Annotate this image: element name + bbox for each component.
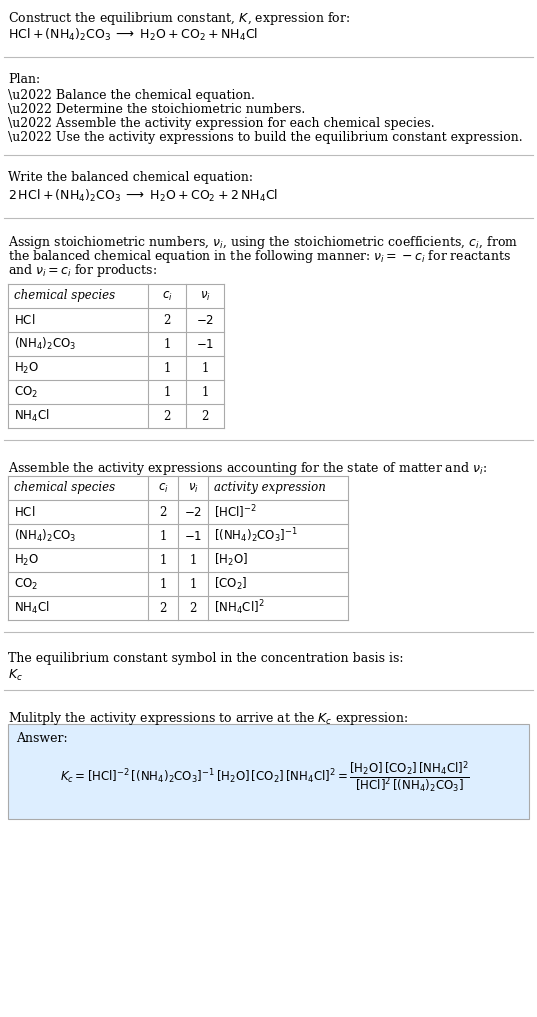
Text: Assemble the activity expressions accounting for the state of matter and $\nu_i$: Assemble the activity expressions accoun… xyxy=(8,460,487,477)
Text: 2: 2 xyxy=(190,601,197,614)
Text: $\mathrm{CO_2}$: $\mathrm{CO_2}$ xyxy=(14,577,38,592)
Text: 1: 1 xyxy=(190,578,197,591)
Text: $\mathrm{NH_4Cl}$: $\mathrm{NH_4Cl}$ xyxy=(14,408,50,424)
Text: $\mathrm{CO_2}$: $\mathrm{CO_2}$ xyxy=(14,384,38,400)
Text: 2: 2 xyxy=(159,601,166,614)
Text: $\mathrm{H_2O}$: $\mathrm{H_2O}$ xyxy=(14,552,39,567)
Text: Answer:: Answer: xyxy=(16,732,68,745)
Text: and $\nu_i = c_i$ for products:: and $\nu_i = c_i$ for products: xyxy=(8,262,157,279)
Text: $c_i$: $c_i$ xyxy=(158,481,169,494)
Text: $\mathrm{NH_4Cl}$: $\mathrm{NH_4Cl}$ xyxy=(14,600,50,616)
Text: $[\mathrm{NH_4Cl}]^2$: $[\mathrm{NH_4Cl}]^2$ xyxy=(214,599,265,617)
Text: $[(\mathrm{NH_4})_2\mathrm{CO_3}]^{-1}$: $[(\mathrm{NH_4})_2\mathrm{CO_3}]^{-1}$ xyxy=(214,527,298,545)
Text: $c_i$: $c_i$ xyxy=(162,290,172,302)
Text: $-1$: $-1$ xyxy=(196,338,214,351)
Text: $\mathrm{(NH_4)_2CO_3}$: $\mathrm{(NH_4)_2CO_3}$ xyxy=(14,336,76,352)
Text: $\nu_i$: $\nu_i$ xyxy=(187,481,198,494)
Text: $-2$: $-2$ xyxy=(184,505,202,519)
Text: $\mathrm{HCl}$: $\mathrm{HCl}$ xyxy=(14,313,35,327)
Text: $K_c = [\mathrm{HCl}]^{-2}\,[(\mathrm{NH_4})_2\mathrm{CO_3}]^{-1}\,[\mathrm{H_2O: $K_c = [\mathrm{HCl}]^{-2}\,[(\mathrm{NH… xyxy=(60,760,470,795)
Text: 1: 1 xyxy=(159,530,166,542)
Text: 1: 1 xyxy=(163,338,171,351)
Text: 1: 1 xyxy=(163,385,171,399)
Text: chemical species: chemical species xyxy=(14,481,115,494)
Text: $2\,\mathrm{HCl} + \mathrm{(NH_4)_2CO_3} \;\longrightarrow\; \mathrm{H_2O} + \ma: $2\,\mathrm{HCl} + \mathrm{(NH_4)_2CO_3}… xyxy=(8,188,278,204)
Text: Assign stoichiometric numbers, $\nu_i$, using the stoichiometric coefficients, $: Assign stoichiometric numbers, $\nu_i$, … xyxy=(8,234,518,251)
Text: 1: 1 xyxy=(190,553,197,566)
Text: $[\mathrm{H_2O}]$: $[\mathrm{H_2O}]$ xyxy=(214,552,248,569)
Text: chemical species: chemical species xyxy=(14,290,115,302)
FancyBboxPatch shape xyxy=(8,724,529,819)
Text: $\mathrm{(NH_4)_2CO_3}$: $\mathrm{(NH_4)_2CO_3}$ xyxy=(14,528,76,544)
Text: Write the balanced chemical equation:: Write the balanced chemical equation: xyxy=(8,171,253,184)
Text: $[\mathrm{HCl}]^{-2}$: $[\mathrm{HCl}]^{-2}$ xyxy=(214,503,257,521)
Text: 1: 1 xyxy=(163,361,171,374)
Text: Construct the equilibrium constant, $K$, expression for:: Construct the equilibrium constant, $K$,… xyxy=(8,10,350,27)
Bar xyxy=(8,476,348,620)
Text: 2: 2 xyxy=(159,505,166,519)
Text: 1: 1 xyxy=(159,578,166,591)
Text: activity expression: activity expression xyxy=(214,481,326,494)
Bar xyxy=(8,284,224,428)
Text: 2: 2 xyxy=(163,313,171,326)
Text: $\mathrm{HCl} + \mathrm{(NH_4)_2CO_3} \;\longrightarrow\; \mathrm{H_2O} + \mathr: $\mathrm{HCl} + \mathrm{(NH_4)_2CO_3} \;… xyxy=(8,27,258,43)
Text: $\nu_i$: $\nu_i$ xyxy=(200,290,211,302)
Text: The equilibrium constant symbol in the concentration basis is:: The equilibrium constant symbol in the c… xyxy=(8,652,403,665)
Text: \u2022 Balance the chemical equation.: \u2022 Balance the chemical equation. xyxy=(8,89,255,102)
Text: 2: 2 xyxy=(163,410,171,422)
Text: 2: 2 xyxy=(201,410,209,422)
Text: \u2022 Use the activity expressions to build the equilibrium constant expression: \u2022 Use the activity expressions to b… xyxy=(8,131,523,144)
Text: 1: 1 xyxy=(159,553,166,566)
Text: \u2022 Assemble the activity expression for each chemical species.: \u2022 Assemble the activity expression … xyxy=(8,117,434,130)
Text: $\mathrm{H_2O}$: $\mathrm{H_2O}$ xyxy=(14,360,39,375)
Text: $-1$: $-1$ xyxy=(184,530,202,542)
Text: \u2022 Determine the stoichiometric numbers.: \u2022 Determine the stoichiometric numb… xyxy=(8,103,305,116)
Text: $\mathrm{HCl}$: $\mathrm{HCl}$ xyxy=(14,505,35,519)
Text: $[\mathrm{CO_2}]$: $[\mathrm{CO_2}]$ xyxy=(214,576,248,592)
Text: $K_c$: $K_c$ xyxy=(8,668,23,683)
Text: Mulitply the activity expressions to arrive at the $K_c$ expression:: Mulitply the activity expressions to arr… xyxy=(8,710,408,727)
Text: Plan:: Plan: xyxy=(8,73,40,86)
Text: 1: 1 xyxy=(201,361,209,374)
Text: $-2$: $-2$ xyxy=(196,313,214,326)
Text: the balanced chemical equation in the following manner: $\nu_i = -c_i$ for react: the balanced chemical equation in the fo… xyxy=(8,248,511,265)
Text: 1: 1 xyxy=(201,385,209,399)
